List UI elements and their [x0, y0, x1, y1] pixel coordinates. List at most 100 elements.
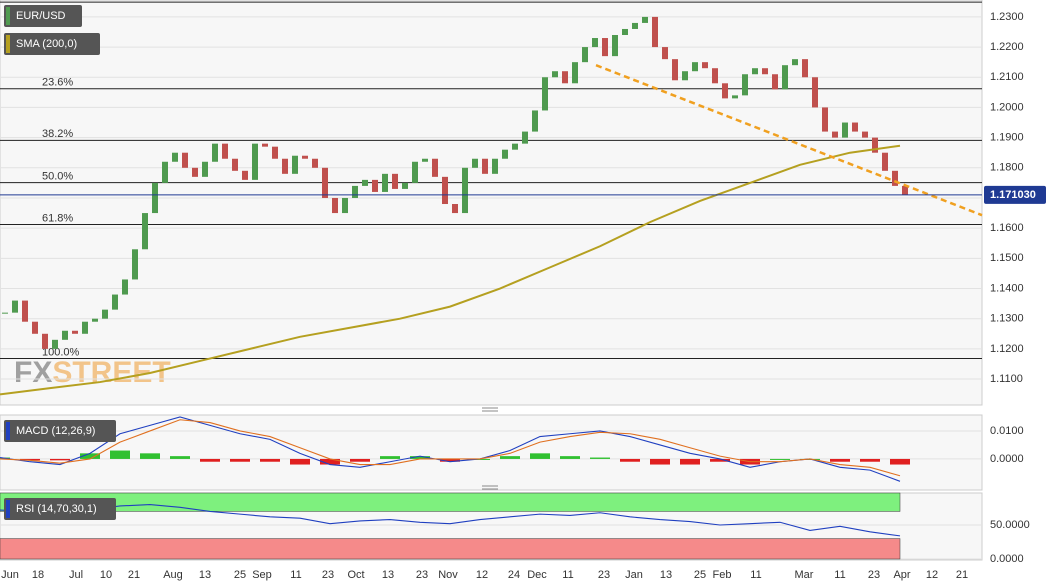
candle — [382, 173, 388, 192]
candle — [192, 167, 198, 177]
candle — [852, 122, 858, 132]
candle — [232, 158, 238, 171]
candle — [902, 185, 908, 195]
fib-label: 50.0% — [42, 170, 73, 182]
candle — [502, 149, 508, 159]
indicator-line — [0, 504, 901, 537]
histogram-bar — [110, 450, 130, 459]
candle — [302, 155, 308, 159]
y-tick-label: 0.0100 — [990, 425, 1024, 437]
candle — [682, 71, 688, 81]
candle — [342, 197, 348, 214]
candle — [202, 161, 208, 177]
histogram-bar — [680, 458, 700, 465]
panel-handle[interactable] — [482, 485, 498, 490]
candle — [592, 38, 598, 48]
candle — [482, 158, 488, 174]
legend-label: SMA (200,0) — [16, 38, 77, 50]
candle — [132, 249, 138, 280]
candle — [722, 83, 728, 99]
macd-panel — [0, 414, 983, 491]
legend-rsi[interactable]: RSI (14,70,30,1) — [4, 498, 116, 520]
candle — [162, 161, 168, 183]
x-tick-label: Jun — [1, 569, 19, 581]
y-tick-label: 1.1100 — [990, 373, 1023, 385]
candle — [792, 59, 798, 66]
price-panel — [0, 0, 983, 406]
y-tick-label: 0.0000 — [990, 453, 1024, 465]
candle — [582, 47, 588, 63]
candle — [712, 68, 718, 84]
candle — [692, 62, 698, 72]
candle — [402, 182, 408, 189]
legend-sma[interactable]: SMA (200,0) — [4, 33, 100, 55]
histogram-bar — [20, 458, 40, 461]
legend-price[interactable]: EUR/USD — [4, 5, 82, 27]
candle — [602, 38, 608, 57]
x-tick-label: 11 — [750, 569, 761, 581]
watermark-fx: FX — [14, 356, 52, 389]
candle — [462, 167, 468, 214]
x-tick-label: Nov — [438, 569, 458, 581]
candle — [252, 143, 258, 180]
y-tick-label: 1.2100 — [990, 71, 1024, 83]
y-tick-label: 1.1300 — [990, 313, 1024, 325]
indicator-line — [0, 419, 901, 477]
candle — [872, 137, 878, 153]
histogram-bar — [860, 458, 880, 462]
legend-macd[interactable]: MACD (12,26,9) — [4, 420, 116, 442]
fib-label: 100.0% — [42, 346, 80, 358]
panel-handle[interactable] — [482, 407, 498, 412]
x-tick-label: 25 — [234, 569, 246, 581]
x-tick-label: 23 — [322, 569, 334, 581]
histogram-bar — [620, 458, 640, 462]
histogram-bar — [770, 458, 790, 460]
last-price-label: 1.171030 — [990, 189, 1036, 201]
candle — [812, 77, 818, 108]
legend-label: MACD (12,26,9) — [16, 425, 95, 437]
x-tick-label: 21 — [128, 569, 140, 581]
x-tick-label: Apr — [893, 569, 910, 581]
x-tick-label: 10 — [100, 569, 112, 581]
histogram-bar — [140, 453, 160, 459]
candle — [222, 143, 228, 159]
candle — [122, 279, 128, 295]
x-tick-label: Aug — [163, 569, 183, 581]
rsi-band — [0, 492, 901, 512]
histogram-bar — [440, 458, 460, 462]
candle — [512, 143, 518, 150]
rsi-band — [0, 538, 901, 560]
x-tick-label: Oct — [347, 569, 364, 581]
histogram-bar — [530, 453, 550, 459]
histogram-bar — [710, 458, 730, 462]
candle — [622, 28, 628, 36]
candle — [412, 161, 418, 183]
candle — [272, 146, 278, 159]
fib-label: 61.8% — [42, 212, 73, 224]
x-tick-label: 25 — [694, 569, 706, 581]
candle — [532, 110, 538, 132]
candle — [372, 179, 378, 192]
x-tick-label: 23 — [868, 569, 880, 581]
x-tick-label: Jan — [625, 569, 643, 581]
y-tick-label: 1.2000 — [990, 101, 1024, 113]
candle — [282, 158, 288, 174]
candle — [32, 321, 38, 334]
candle — [312, 158, 318, 168]
candle — [432, 158, 438, 177]
histogram-bar — [170, 456, 190, 459]
candle — [92, 318, 98, 322]
y-tick-label: 1.1400 — [990, 282, 1024, 294]
candle — [472, 158, 478, 168]
candle — [422, 158, 428, 162]
x-tick-label: Sep — [252, 569, 272, 581]
candle — [492, 158, 498, 174]
x-tick-label: Feb — [713, 569, 732, 581]
candle — [182, 152, 188, 168]
histogram-bar — [830, 458, 850, 462]
x-tick-label: 13 — [382, 569, 394, 581]
candle — [662, 47, 668, 60]
fib-label: 23.6% — [42, 77, 73, 89]
candle — [822, 107, 828, 132]
candle — [522, 131, 528, 144]
